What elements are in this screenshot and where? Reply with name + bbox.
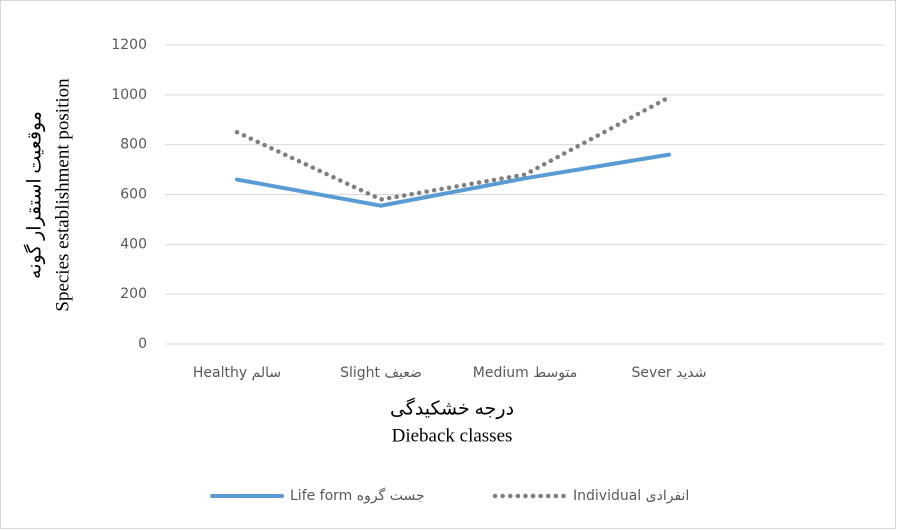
legend-label: Life form جست گروه — [290, 487, 425, 504]
x-axis-label: Dieback classes — [392, 425, 513, 446]
y-tick-label: 800 — [120, 137, 147, 153]
series-line — [234, 95, 672, 202]
y-axis-label: Species establishment position — [52, 78, 73, 312]
y-tick-label: 0 — [138, 336, 147, 352]
y-tick-label: 1000 — [111, 87, 147, 103]
x-tick-label: Healthy سالم — [193, 365, 281, 381]
y-tick-label: 600 — [120, 187, 147, 203]
x-tick-label: Sever شدید — [632, 365, 707, 381]
y-tick-label: 1200 — [111, 37, 147, 53]
x-tick-label: Medium متوسط — [473, 365, 577, 381]
y-tick-label: 200 — [120, 286, 147, 302]
series-line — [235, 152, 671, 208]
legend-label: Individual انفرادی — [573, 488, 689, 504]
x-tick-label: Slight ضعیف — [340, 365, 422, 381]
y-axis-label: موقعیت استقرار گونه — [22, 111, 45, 279]
y-tick-label: 400 — [120, 236, 147, 252]
x-axis-label: درجه خشکیدگی — [390, 396, 514, 419]
